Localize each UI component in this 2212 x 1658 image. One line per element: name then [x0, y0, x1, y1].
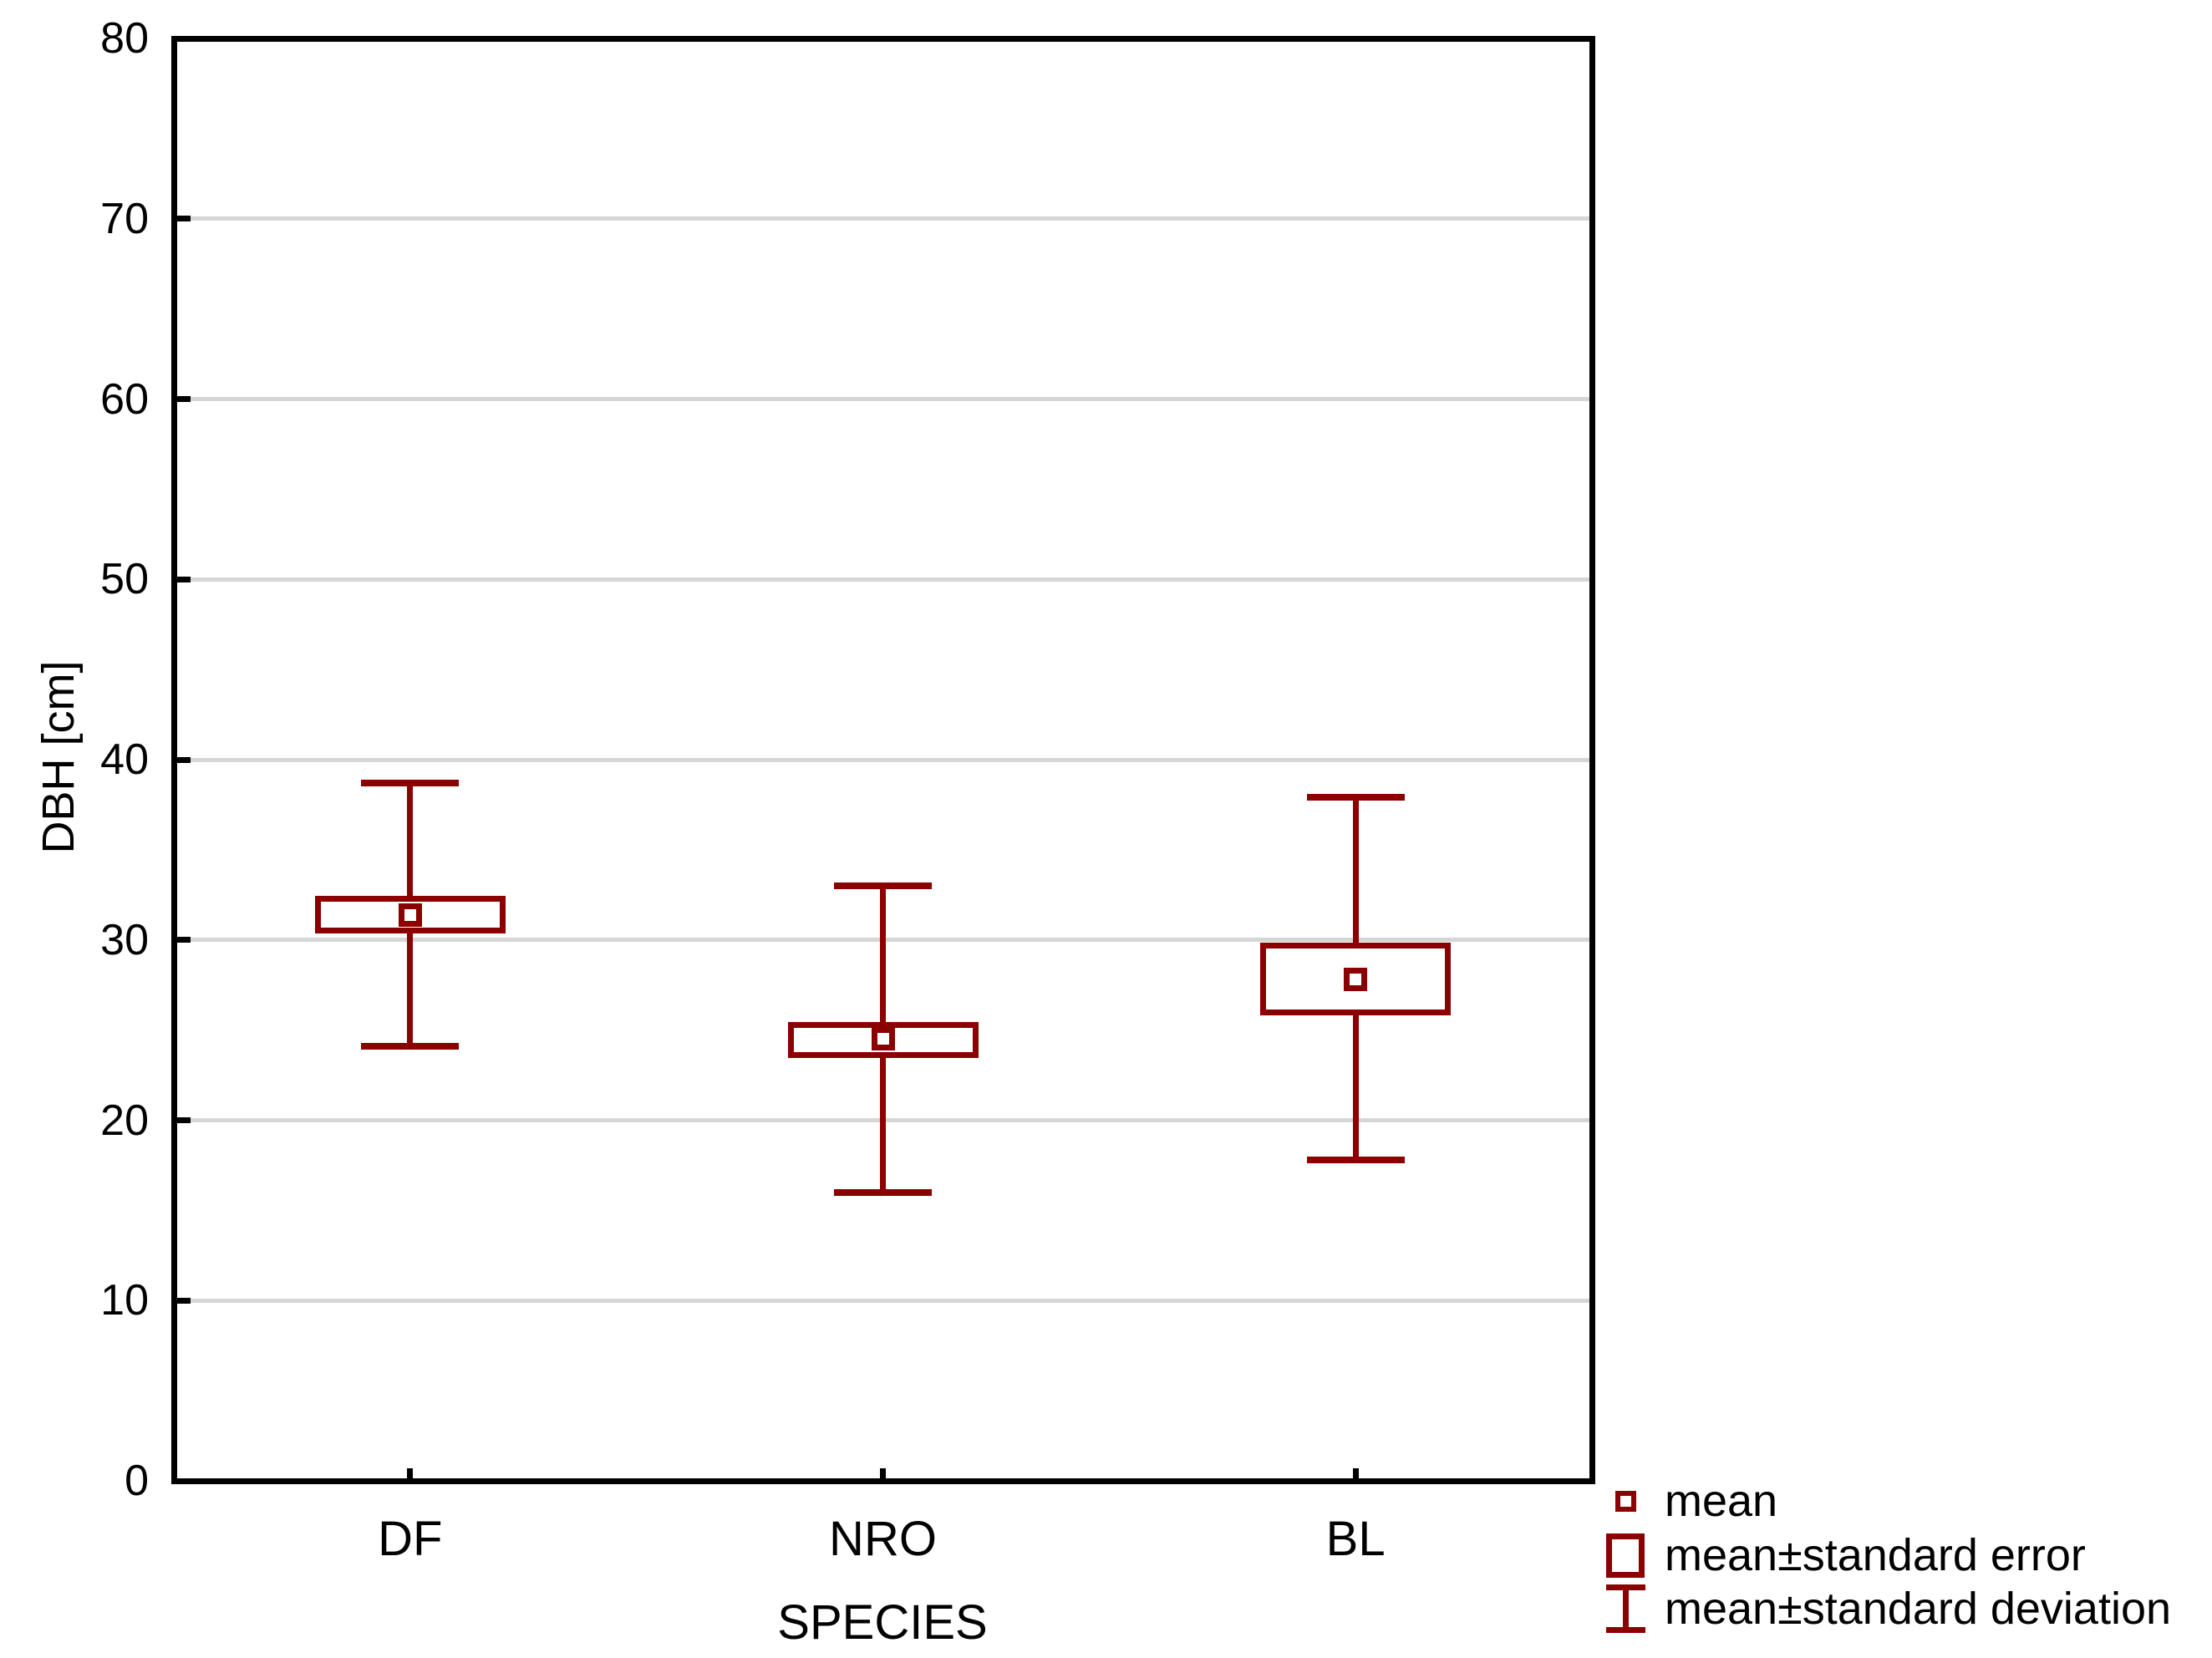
y-axis-tick [177, 1297, 191, 1304]
y-axis-tick-label: 70 [100, 194, 149, 243]
x-axis-tick [880, 1468, 886, 1478]
y-axis-tick [177, 576, 191, 582]
y-axis-tick-label: 20 [100, 1096, 149, 1145]
y-axis-tick-label: 10 [100, 1276, 149, 1325]
horizontal-gridline [177, 577, 1589, 582]
legend-label: mean [1665, 1476, 1778, 1526]
legend-label: mean±standard error [1665, 1530, 2086, 1580]
whisker-cap-top-bl [1306, 794, 1405, 801]
y-axis-tick-label: 40 [100, 735, 149, 784]
whisker-cap-bottom-nro [834, 1188, 932, 1196]
y-axis-tick-label: 0 [125, 1457, 149, 1505]
y-axis-tick [177, 937, 191, 943]
whisker-cap-top-df [361, 780, 460, 787]
x-axis-tick [407, 1468, 414, 1478]
x-axis-category-label-nro: NRO [829, 1512, 937, 1566]
mean-square-icon [1601, 1490, 1650, 1512]
se-box-icon [1601, 1533, 1650, 1578]
x-axis-category-label-bl: BL [1325, 1512, 1386, 1566]
horizontal-gridline [177, 1298, 1589, 1303]
mean-marker-df [398, 903, 422, 927]
whisker-cap-bottom-df [361, 1043, 460, 1050]
y-axis-tick [177, 396, 191, 402]
x-axis-tick [1352, 1468, 1359, 1478]
x-axis-category-label-df: DF [378, 1512, 443, 1566]
legend-row-standard-error: mean±standard error [1601, 1528, 2086, 1583]
x-axis-title: SPECIES [777, 1595, 988, 1650]
y-axis-tick-label: 50 [100, 555, 149, 604]
y-axis-tick [177, 216, 191, 222]
mean-marker-bl [1344, 968, 1368, 992]
legend-label: mean±standard deviation [1665, 1584, 2172, 1634]
horizontal-gridline [177, 216, 1589, 221]
y-axis-tick-label: 30 [100, 915, 149, 964]
horizontal-gridline [177, 757, 1589, 762]
y-axis-tick [177, 756, 191, 763]
whisker-cap-top-nro [834, 882, 932, 890]
mean-marker-nro [871, 1027, 895, 1051]
legend-row-standard-deviation: mean±standard deviation [1601, 1581, 2171, 1636]
y-axis-tick [177, 1117, 191, 1123]
sd-whisker-icon [1601, 1584, 1650, 1633]
y-axis-tick-label: 60 [100, 374, 149, 424]
horizontal-gridline [177, 397, 1589, 401]
legend-row-mean: mean [1601, 1473, 1777, 1528]
plot-area-frame [171, 36, 1595, 1484]
whisker-cap-bottom-bl [1306, 1156, 1405, 1163]
y-axis-tick-label: 80 [100, 14, 149, 63]
